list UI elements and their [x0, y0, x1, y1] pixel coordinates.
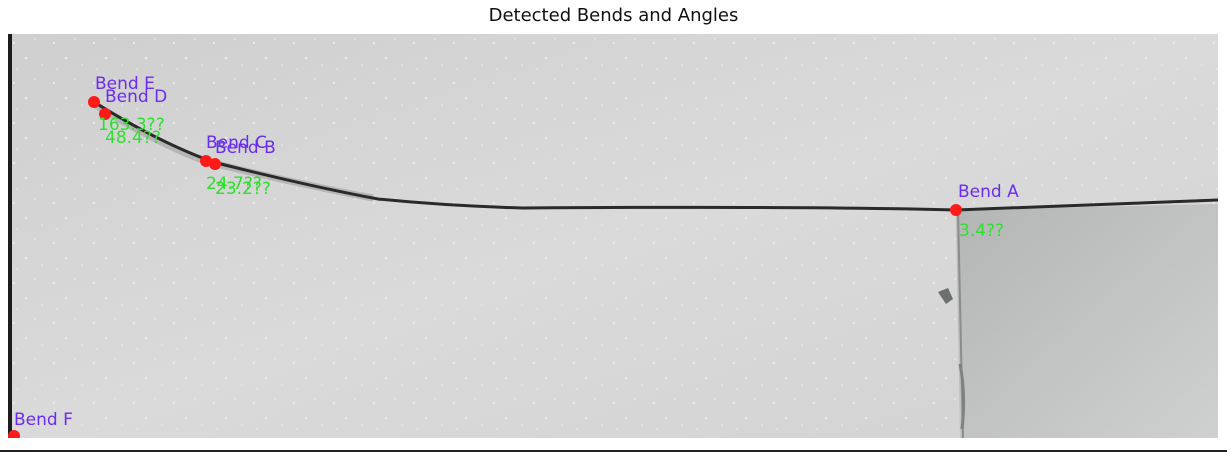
- bend-e-angle: 163.3??: [98, 115, 165, 135]
- bend-a-label: Bend A: [958, 182, 1019, 202]
- bend-c-label: Bend C: [206, 133, 267, 153]
- bend-d-angle: 48.4??: [105, 128, 161, 148]
- bend-c-marker: [200, 155, 212, 167]
- bend-e-marker: [88, 96, 100, 108]
- bend-c-angle: 24.7??: [206, 174, 262, 194]
- bend-d-marker: [99, 108, 111, 120]
- left-edge-post: [8, 34, 12, 438]
- figure-title: Detected Bends and Angles: [488, 5, 739, 26]
- bend-f-label: Bend F: [14, 410, 73, 430]
- bend-b-label: Bend B: [215, 138, 276, 158]
- metal-block: [956, 204, 1218, 438]
- bottom-divider: [0, 450, 1227, 452]
- bend-e-label: Bend E: [95, 74, 155, 94]
- photo-canvas: Bend A Bend B Bend C Bend D Bend E Bend …: [8, 34, 1218, 438]
- bent-wire: [93, 100, 1218, 212]
- bend-a-marker: [950, 204, 962, 216]
- block-shadow: [958, 363, 966, 430]
- block-chip: [938, 288, 953, 304]
- bend-d-label: Bend D: [105, 87, 167, 107]
- photo-panel: Bend A Bend B Bend C Bend D Bend E Bend …: [8, 34, 1218, 438]
- bend-a-angle: 3.4??: [959, 221, 1004, 241]
- bend-f-marker: [8, 430, 20, 438]
- bend-b-angle: 23.2??: [215, 179, 271, 199]
